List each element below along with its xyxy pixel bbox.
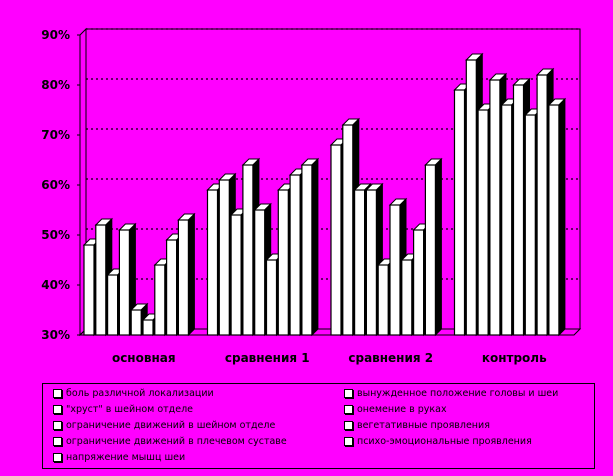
legend-item: напряжение мышц шеи [53, 449, 185, 465]
bar [118, 222, 137, 337]
bar-front [254, 209, 266, 336]
bar-front [166, 239, 178, 336]
bar-front [265, 259, 278, 336]
bar-front [330, 144, 342, 336]
legend-swatch [53, 452, 62, 462]
bar-front [389, 204, 401, 336]
bar-front [501, 104, 513, 336]
y-tick-label: 90% [41, 28, 70, 42]
bar-front [413, 229, 425, 336]
x-tick-label: контроль [482, 351, 547, 365]
bar-front [453, 89, 466, 336]
bar-front [95, 224, 107, 336]
y-tick-label: 70% [41, 128, 70, 142]
legend-label: вынужденное положение головы и шеи [357, 387, 559, 399]
bar-front [206, 189, 219, 336]
legend-item: онемение в руках [344, 401, 447, 417]
bar-front [342, 124, 354, 336]
bar [300, 157, 320, 337]
bar-front [548, 104, 560, 336]
bar-front [230, 214, 242, 336]
legend-swatch [53, 436, 62, 446]
bar-front [489, 79, 501, 336]
y-tick-label: 40% [41, 278, 70, 292]
bar-front [289, 174, 301, 336]
legend-item: ограничение движений в плечевом суставе [53, 433, 287, 449]
bar-front [177, 219, 189, 336]
legend-swatch [53, 420, 62, 430]
bar-front [277, 189, 289, 336]
legend-item: ограничение движений в шейном отделе [53, 417, 275, 433]
legend-item: вегетативные проявления [344, 417, 490, 433]
bar-side [187, 212, 195, 337]
bar-front [354, 189, 366, 336]
bar [547, 97, 567, 337]
legend-item: вынужденное положение головы и шеи [344, 385, 558, 401]
bar-front [377, 264, 389, 336]
legend-swatch [53, 404, 62, 414]
chart-legend: боль различной локализации "хруст" в шейн… [42, 383, 595, 469]
bar-front [465, 59, 477, 336]
y-tick-label: 50% [41, 228, 70, 242]
y-tick-label: 60% [41, 178, 70, 192]
bar-side [311, 157, 319, 337]
bar-front [106, 274, 119, 336]
legend-label: ограничение движений в плечевом суставе [66, 435, 287, 447]
bar-front [118, 229, 131, 336]
bar-front [477, 109, 489, 336]
legend-item: боль различной локализации [53, 385, 214, 401]
y-tick-label: 30% [41, 328, 70, 342]
legend-item: психо-эмоциональные проявления [344, 433, 532, 449]
bar-front [536, 74, 548, 336]
bar-front [154, 264, 166, 336]
legend-label: вегетативные проявления [357, 419, 490, 431]
legend-label: онемение в руках [357, 403, 447, 415]
legend-label: психо-эмоциональные проявления [357, 435, 532, 447]
bar-front [424, 164, 436, 336]
bar-front [401, 259, 413, 336]
bar-side [558, 97, 566, 337]
bar-front [218, 179, 230, 336]
legend-swatch [53, 388, 62, 398]
y-tick-label: 80% [41, 78, 70, 92]
legend-swatch [344, 420, 353, 430]
x-tick-label: сравнения 2 [348, 351, 433, 365]
legend-swatch [344, 404, 353, 414]
bar-front [130, 309, 142, 336]
bar-front [512, 84, 525, 336]
bar-front [142, 319, 154, 336]
legend-item: "хруст" в шейном отделе [53, 401, 193, 417]
legend-label: боль различной локализации [66, 387, 214, 399]
bar-front [524, 114, 536, 336]
bar-front [365, 189, 377, 336]
bar-front [83, 244, 95, 336]
bar-front [301, 164, 313, 336]
legend-swatch [344, 388, 353, 398]
legend-label: "хруст" в шейном отделе [66, 403, 194, 415]
bar-side [434, 157, 442, 337]
legend-swatch [344, 436, 353, 446]
legend-label: ограничение движений в шейном отделе [66, 419, 276, 431]
bar [424, 157, 443, 337]
legend-label: напряжение мышц шеи [66, 451, 186, 463]
bar-front [242, 164, 254, 336]
x-tick-label: основная [112, 351, 176, 365]
x-tick-label: сравнения 1 [225, 351, 310, 365]
bar [177, 212, 196, 337]
